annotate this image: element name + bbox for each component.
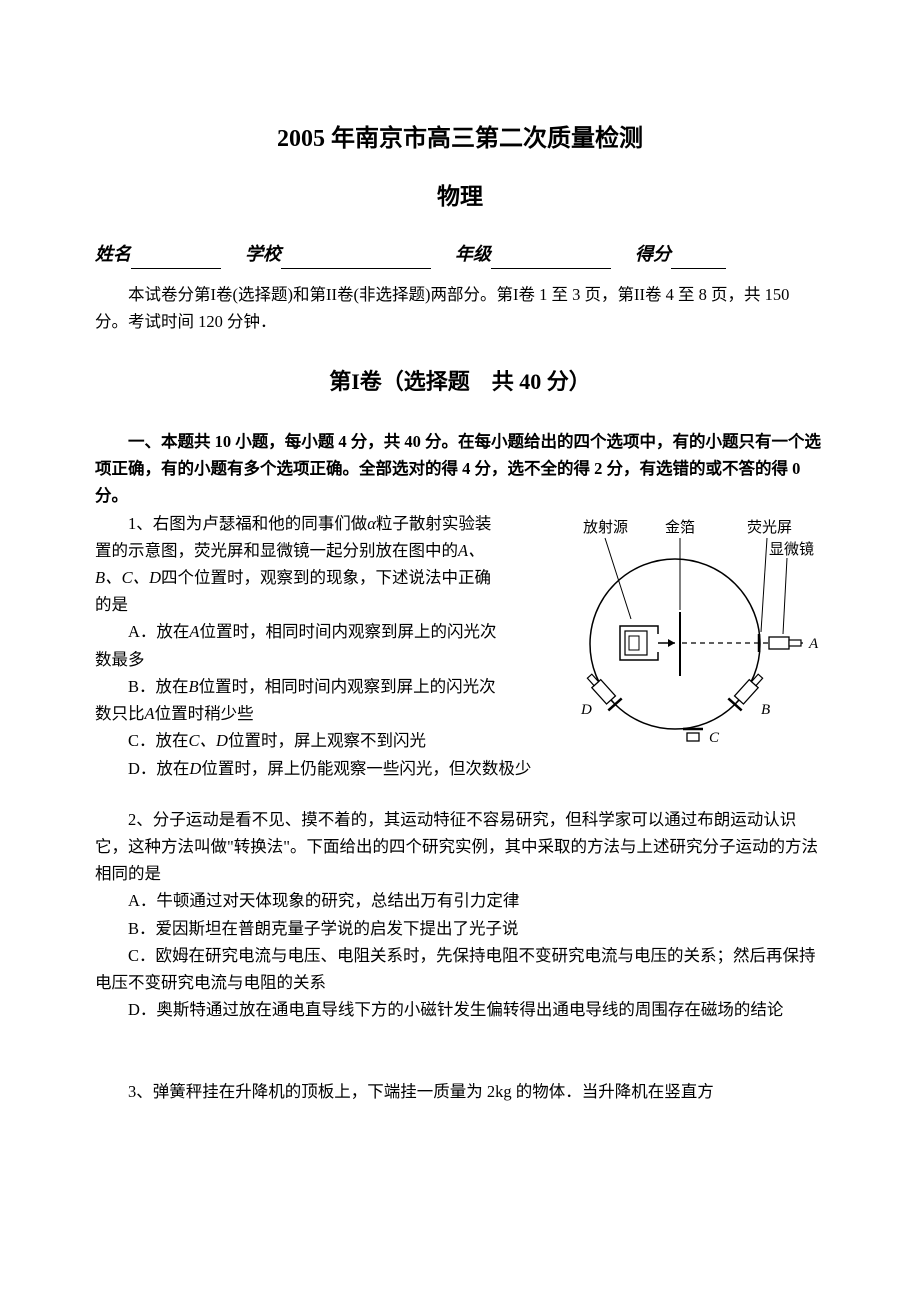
exam-page: 2005 年南京市高三第二次质量检测 物理 姓名 学校 年级 得分 本试卷分第I…	[0, 0, 920, 1300]
school-label: 学校	[245, 240, 281, 270]
fig-label-source: 放射源	[583, 519, 628, 536]
question-3: 3、弹簧秤挂在升降机的顶板上，下端挂一质量为 2kg 的物体．当升降机在竖直方	[95, 1078, 825, 1105]
section-instructions: 一、本题共 10 小题，每小题 4 分，共 40 分。在每小题给出的四个选项中，…	[95, 428, 825, 510]
fig-label-scope: 显微镜	[769, 540, 814, 558]
q2-option-d: D．奥斯特通过放在通电直导线下方的小磁针发生偏转得出通电导线的周围存在磁场的结论	[95, 996, 825, 1023]
fig-detector-c	[683, 729, 703, 741]
section-1-title: 第I卷（选择题 共 40 分）	[95, 364, 825, 400]
fig-label-a: A	[808, 636, 819, 652]
q2-option-a: A．牛顿通过对天体现象的研究，总结出万有引力定律	[95, 887, 825, 914]
fig-label-d: D	[580, 702, 592, 718]
intro-paragraph: 本试卷分第I卷(选择题)和第II卷(非选择题)两部分。第I卷 1 至 3 页，第…	[95, 281, 825, 335]
subject-title: 物理	[95, 178, 825, 216]
q1-stem: 1、右图为卢瑟福和他的同事们做α粒子散射实验装置的示意图，荧光屏和显微镜一起分别…	[95, 510, 505, 619]
score-label: 得分	[635, 240, 671, 270]
name-label: 姓名	[95, 240, 131, 270]
q3-stem: 3、弹簧秤挂在升降机的顶板上，下端挂一质量为 2kg 的物体．当升降机在竖直方	[95, 1078, 825, 1105]
question-1: 放射源 金箔 荧光屏 显微镜	[95, 510, 825, 782]
fig-label-foil: 金箔	[665, 519, 695, 536]
q2-option-c: C．欧姆在研究电流与电压、电阻关系时，先保持电阻不变研究电流与电压的关系；然后再…	[95, 942, 825, 996]
score-blank[interactable]	[671, 248, 726, 269]
q1-option-b: B．放在B位置时，相同时间内观察到屏上的闪光次数只比A位置时稍少些	[95, 673, 505, 727]
grade-blank[interactable]	[491, 248, 611, 269]
rutherford-figure: 放射源 金箔 荧光屏 显微镜	[525, 514, 835, 744]
fig-label-screen: 荧光屏	[747, 519, 792, 536]
fig-microscope-a	[769, 637, 789, 649]
page-title: 2005 年南京市高三第二次质量检测	[95, 120, 825, 160]
q2-stem: 2、分子运动是看不见、摸不着的，其运动特征不容易研究，但科学家可以通过布朗运动认…	[95, 806, 825, 888]
student-info-line: 姓名 学校 年级 得分	[95, 240, 825, 270]
name-blank[interactable]	[131, 248, 221, 269]
q1-option-a: A．放在A位置时，相同时间内观察到屏上的闪光次数最多	[95, 618, 505, 672]
question-2: 2、分子运动是看不见、摸不着的，其运动特征不容易研究，但科学家可以通过布朗运动认…	[95, 806, 825, 1024]
fig-label-b: B	[761, 702, 770, 718]
q2-option-b: B．爱因斯坦在普朗克量子学说的启发下提出了光子说	[95, 915, 825, 942]
school-blank[interactable]	[281, 248, 431, 269]
grade-label: 年级	[455, 240, 491, 270]
q1-option-d: D．放在D位置时，屏上仍能观察一些闪光，但次数极少	[95, 755, 825, 782]
fig-label-c: C	[709, 730, 720, 744]
